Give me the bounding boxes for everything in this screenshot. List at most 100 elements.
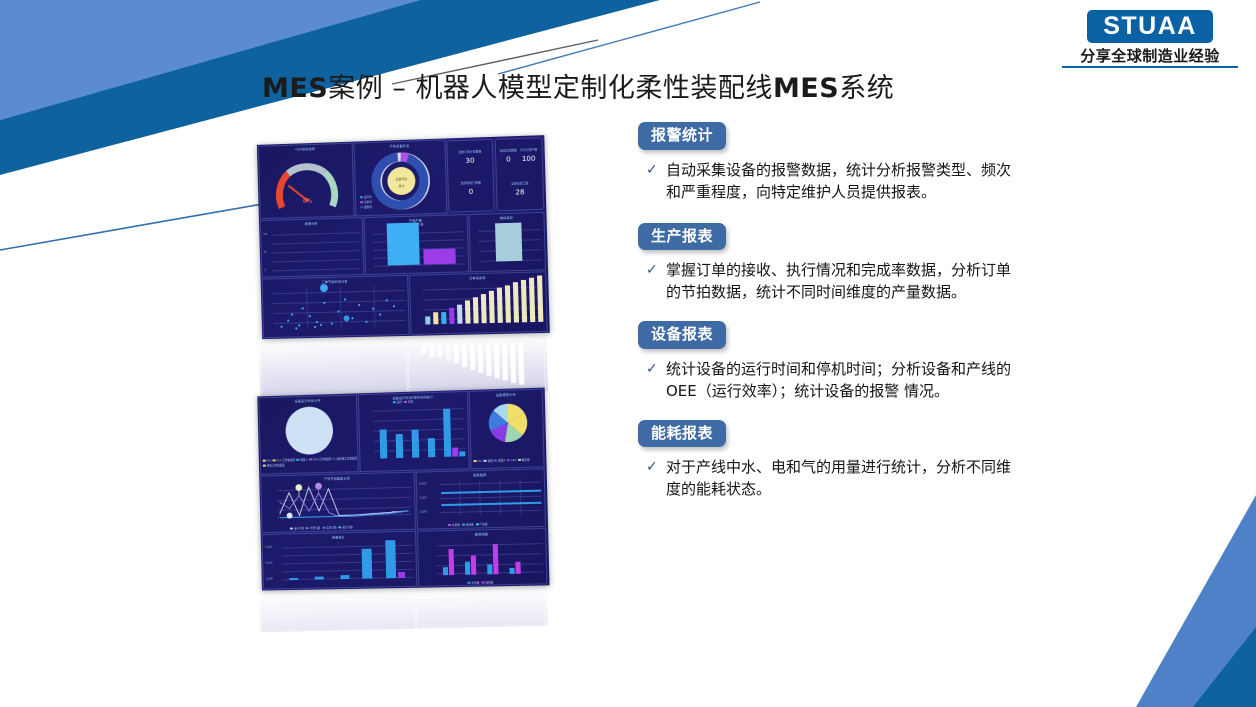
legend-entry: 实际节拍: [322, 525, 336, 530]
bar-plan: [386, 222, 420, 266]
scatter-marker-highlight: [319, 283, 350, 328]
panel-kpi-right: 当前异常数量 0 今日计划产量 100 当前在加工数 28: [494, 137, 545, 212]
legend-entry: 故障中: [360, 205, 372, 209]
dashboard-image-top[interactable]: OEE综合效率 0% 产线设备状态 设备状态: [256, 135, 550, 340]
legend-entry: 停机: [404, 400, 413, 404]
feature-list: 报警统计 ✓ 自动采集设备的报警数据，统计分析报警类型、频次和严重程度，向特定维…: [638, 122, 1018, 516]
dashboard-screen-equipment: 设备运行状态分布 PLC PLC-工作站装配 机器人 AGV-工作站装配 输送线…: [257, 387, 550, 591]
band-dark-bottom: [1193, 627, 1256, 707]
legend-device-state: 运行中 待机中 故障中: [359, 195, 372, 209]
panel-energy-trend: 能耗趋势 14,500 13,500 12,500 水用量 电用量 气用量: [415, 468, 547, 530]
legend-entry: 差异节拍: [338, 525, 353, 529]
status-badge[interactable]: 设备报表: [638, 321, 727, 349]
dashboard-image-bottom[interactable]: 设备运行状态分布 PLC PLC-工作站装配 机器人 AGV-工作站装配 输送线…: [257, 387, 550, 591]
panel-runtime: 设备运行时间/停机时间统计 运行 停机: [357, 390, 470, 473]
legend-entry: 装配: [483, 459, 493, 463]
title-part-3: MES: [772, 73, 840, 104]
legend-energy: 水用量 电用量 气用量: [447, 522, 488, 527]
legend-entry: PLC: [473, 459, 483, 463]
line-energy-water: [441, 489, 542, 494]
pie-alarm: [488, 403, 528, 443]
donut-center-value: 统计: [398, 183, 404, 188]
list-item-text: 统计设备的运行时间和停机时间；分析设备和产线的OEE（运行效率）；统计设备的报警…: [666, 359, 1012, 400]
panel-alarm-pie: 设备报警分布 PLC 装配 机器人 AGV 输: [468, 388, 545, 470]
check-icon: ✓: [646, 459, 658, 475]
panel-inventory: 物料库存: [468, 211, 547, 273]
logo-tagline: 分享全球制造业经验: [1080, 47, 1220, 65]
status-badge[interactable]: 能耗报表: [638, 419, 727, 447]
kpi-value: 30: [465, 156, 475, 165]
legend-entry: 输送线工作站装配: [332, 456, 357, 461]
band-light-bottom: [1136, 495, 1256, 707]
donut-center: [387, 167, 416, 196]
legend-entry: 水用量: [447, 523, 460, 527]
legend-entry: 输送线: [517, 458, 529, 462]
panel-usage: 用量统计 70,000 40,000 10,000: [261, 530, 418, 590]
pie-full: [285, 406, 334, 456]
gauge-arc-green: [325, 172, 335, 206]
panel-title: 质量分析: [304, 221, 318, 226]
title-part-2: 机器人模型定制化柔性装配线: [415, 73, 773, 104]
title-part-4: 系统: [839, 73, 895, 104]
bar-actual: [423, 248, 456, 265]
dashboard-reflection-bottom: [259, 585, 552, 707]
panel-output: 产能产量 计划产量 实际产量: [363, 214, 470, 275]
panel-quality: 质量分析 100 50 0: [259, 217, 365, 278]
title-part-0: MES: [262, 73, 329, 104]
dashboard-screen-production: OEE综合效率 0% 产线设备状态 设备状态: [256, 135, 550, 340]
legend-entry: 运行: [392, 400, 402, 404]
legend-entry: 水用量: [467, 581, 479, 585]
line-energy-power: [441, 501, 542, 506]
kpi-label: 当前在加工数: [510, 181, 529, 186]
gauge-hub: [304, 197, 309, 202]
feature-block-2: 设备报表 ✓ 统计设备的运行时间和停机时间；分析设备和产线的OEE（运行效率）；…: [638, 321, 1018, 402]
kpi-value: 100: [521, 154, 536, 164]
kpi-label: 当前订单计划数量: [458, 149, 482, 155]
legend-entry: 设计节拍: [289, 526, 304, 530]
panel-takt-trend: 产线节拍趋势分析 设计节拍 计划节拍: [260, 471, 416, 534]
gauge-arc-red: [279, 174, 289, 208]
panel-title: 物料库存: [499, 215, 514, 221]
legend-entry: 气用量: [475, 522, 488, 526]
feature-block-0: 报警统计 ✓ 自动采集设备的报警数据，统计分析报警类型、频次和严重程度，向特定维…: [638, 122, 1018, 203]
logo-text: STUAA: [1087, 10, 1213, 43]
legend-entry: AGV-工作站装配: [308, 457, 332, 462]
gauge-value: 0%: [303, 198, 313, 205]
list-item: ✓ 统计设备的运行时间和停机时间；分析设备和产线的OEE（运行效率）；统计设备的…: [638, 358, 1018, 402]
panel-kpi-left: 当前订单计划数量 30 当前待加工数量 0: [446, 138, 495, 213]
check-icon: ✓: [646, 360, 658, 377]
legend-entry: PLC: [262, 459, 272, 462]
brand-logo: STUAA 分享全球制造业经验: [1064, 10, 1236, 66]
check-icon: ✓: [646, 262, 658, 278]
donut-slice-running: [372, 152, 428, 210]
list-item-text: 对于产线中水、电和气的用量进行统计，分析不同维度的能耗状态。: [666, 458, 1012, 498]
kpi-label: 今日计划产量: [519, 147, 538, 153]
panel-device-distribution: 设备运行状态分布 PLC PLC-工作站装配 机器人 AGV-工作站装配 输送线…: [258, 394, 359, 475]
kpi-value: 28: [515, 188, 525, 197]
legend-entry: 电用量: [461, 522, 474, 527]
panel-takt-scatter: 工单节拍时间分析: [261, 274, 410, 339]
list-item-text: 自动采集设备的报警数据，统计分析报警类型、频次和严重程度，向特定维护人员提供报表…: [666, 160, 1012, 201]
accent-line-blue: [497, 1, 761, 75]
logo-underline-rule: [1062, 66, 1238, 68]
status-badge[interactable]: 生产报表: [638, 222, 727, 250]
kpi-value: 0: [468, 187, 474, 196]
legend-entry: AGV: [506, 458, 517, 462]
panel-oee: OEE综合效率 0%: [257, 142, 355, 220]
legend-entry: PLC-工作站装配: [272, 458, 295, 463]
panel-title: 能耗趋势: [473, 472, 487, 478]
donut-center-label: 设备状态: [395, 176, 407, 181]
takt-markers: [286, 482, 322, 519]
bar-inventory: [495, 222, 523, 262]
scatter-points: [280, 298, 396, 330]
list-item: ✓ 对于产线中水、电和气的用量进行统计，分析不同维度的能耗状态。: [638, 456, 1018, 500]
panel-title: 能耗明细: [474, 532, 489, 537]
status-badge[interactable]: 报警统计: [638, 122, 727, 150]
feature-block-3: 能耗报表 ✓ 对于产线中水、电和气的用量进行统计，分析不同维度的能耗状态。: [638, 419, 1018, 501]
legend-entry: 待机中: [360, 200, 372, 204]
panel-device-state: 产线设备状态 设备状态 统计 运行中 待机中 故障中: [353, 139, 448, 217]
legend-entry: 运行中: [359, 195, 372, 199]
legend-entry: 视觉工作站装配: [262, 463, 285, 468]
legend-entry: 电用量: [481, 580, 493, 585]
